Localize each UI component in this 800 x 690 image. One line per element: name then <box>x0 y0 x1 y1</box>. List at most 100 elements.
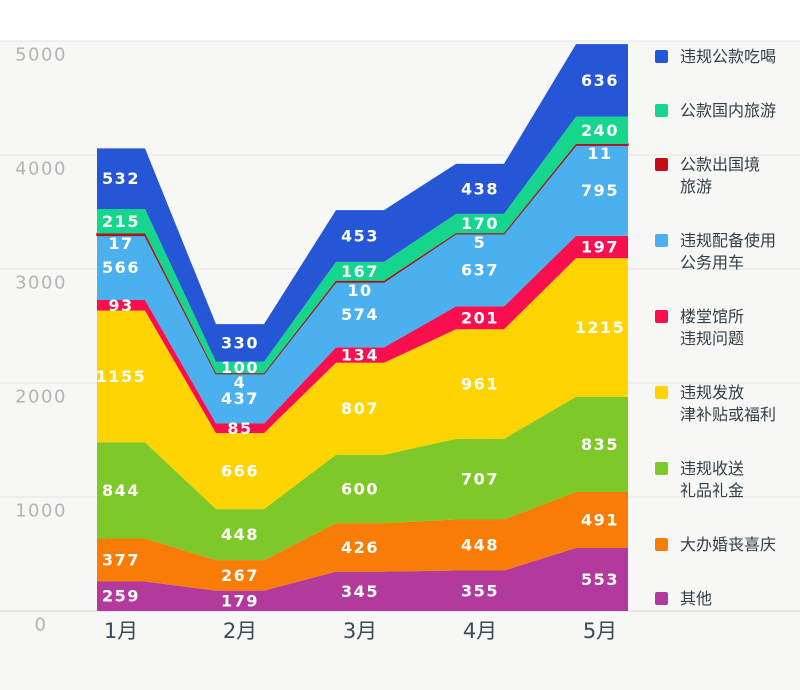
legend-swatch <box>655 462 668 475</box>
value-label: 17 <box>108 234 133 253</box>
value-label: 835 <box>581 435 619 454</box>
value-label: 355 <box>461 581 499 600</box>
value-label: 491 <box>581 510 619 529</box>
legend-label-line: 其他 <box>680 589 713 608</box>
area-band-6 <box>96 143 629 375</box>
value-label: 636 <box>581 71 619 90</box>
legend-label-line: 违规问题 <box>680 329 745 348</box>
legend-item-4: 楼堂馆所 违规问题 <box>655 306 744 350</box>
value-label: 1215 <box>575 318 626 337</box>
legend-label-line: 津补贴或福利 <box>680 405 777 424</box>
legend-item-6: 违规收送 礼品礼金 <box>655 458 744 502</box>
legend-label-line: 公款国内旅游 <box>680 101 777 120</box>
value-label: 134 <box>341 346 379 365</box>
legend-item-3: 违规配备使用 公务用车 <box>655 230 776 274</box>
legend-swatch <box>655 386 668 399</box>
value-label: 795 <box>581 181 619 200</box>
legend-label: 违规配备使用 公务用车 <box>680 230 776 274</box>
legend-swatch <box>655 592 668 605</box>
area-band-2 <box>97 396 628 561</box>
legend-label-line: 礼品礼金 <box>680 481 745 500</box>
value-label: 1155 <box>96 367 147 386</box>
value-label: 345 <box>341 582 379 601</box>
x-tick-label: 5月 <box>583 619 617 643</box>
x-tick-label: 3月 <box>343 619 377 643</box>
value-label: 4 <box>234 373 247 392</box>
value-label: 267 <box>221 566 259 585</box>
legend-label: 违规公款吃喝 <box>680 46 776 68</box>
legend-label-line: 违规发放 <box>680 383 745 402</box>
legend-label-line: 大办婚丧喜庆 <box>680 535 777 554</box>
area-band-0 <box>97 547 628 611</box>
legend-item-1: 公款国内旅游 <box>655 100 776 122</box>
y-tick-label: 5000 <box>15 45 67 66</box>
value-label: 448 <box>461 535 499 554</box>
value-label: 93 <box>108 296 133 315</box>
area-band-4 <box>97 235 628 434</box>
legend-label-line: 公款出国境 <box>680 155 761 174</box>
value-label: 330 <box>221 333 259 352</box>
y-tick-label: 4000 <box>15 159 67 180</box>
value-label: 666 <box>221 462 259 481</box>
value-label: 167 <box>341 262 379 281</box>
value-label: 426 <box>341 538 379 557</box>
legend-label: 公款国内旅游 <box>680 100 776 122</box>
legend-label: 公款出国境 旅游 <box>680 154 760 198</box>
value-label: 574 <box>341 305 379 324</box>
value-label: 85 <box>227 419 252 438</box>
legend-item-0: 违规公款吃喝 <box>655 46 776 68</box>
legend-item-7: 大办婚丧喜庆 <box>655 534 776 556</box>
value-label: 844 <box>102 481 140 500</box>
legend-item-2: 公款出国境 旅游 <box>655 154 760 198</box>
legend-swatch <box>655 104 668 117</box>
legend-label-line: 违规配备使用 <box>680 231 777 250</box>
legend-swatch <box>655 310 668 323</box>
value-label: 215 <box>102 212 140 231</box>
legend-label-line: 旅游 <box>680 177 713 196</box>
legend-label-line: 违规公款吃喝 <box>680 47 777 66</box>
value-label: 10 <box>347 281 372 300</box>
value-label: 553 <box>581 570 619 589</box>
area-band-3 <box>97 258 628 510</box>
value-label: 259 <box>102 587 140 606</box>
value-label: 807 <box>341 399 379 418</box>
x-tick-label: 4月 <box>463 619 497 643</box>
value-label: 637 <box>461 261 499 280</box>
value-label: 100 <box>221 358 259 377</box>
value-label: 437 <box>221 389 259 408</box>
chart-legend: 违规公款吃喝 公款国内旅游 公款出国境旅游违规配备使用 公务用车楼堂馆所违规问题违规发… <box>655 0 800 686</box>
legend-swatch <box>655 50 668 63</box>
value-label: 377 <box>102 550 140 569</box>
value-label: 600 <box>341 479 379 498</box>
area-band-7 <box>97 116 628 374</box>
legend-label-line: 楼堂馆所 <box>680 307 745 326</box>
value-label: 448 <box>221 525 259 544</box>
legend-label-line: 公务用车 <box>680 253 745 272</box>
legend-label-line: 违规收送 <box>680 459 745 478</box>
value-label: 201 <box>461 308 499 327</box>
top-band <box>0 0 800 41</box>
area-band-5 <box>97 145 628 424</box>
legend-swatch <box>655 538 668 551</box>
value-label: 707 <box>461 470 499 489</box>
value-label: 961 <box>461 375 499 394</box>
legend-item-8: 其他 <box>655 588 712 610</box>
y-tick-label: 3000 <box>15 273 67 294</box>
value-label: 11 <box>587 144 612 163</box>
legend-label: 大办婚丧喜庆 <box>680 534 776 556</box>
value-label: 566 <box>102 258 140 277</box>
value-label: 5 <box>474 233 487 252</box>
legend-swatch <box>655 234 668 247</box>
area-band-8 <box>97 44 628 362</box>
x-tick-label: 2月 <box>223 619 257 643</box>
y-tick-label: 1000 <box>15 501 67 522</box>
y-tick-label: 0 <box>35 615 48 636</box>
value-label: 532 <box>102 169 140 188</box>
legend-label: 其他 <box>680 588 712 610</box>
x-tick-label: 1月 <box>104 619 138 643</box>
y-tick-label: 2000 <box>15 387 67 408</box>
legend-item-5: 违规发放津补贴或福利 <box>655 382 776 426</box>
value-label: 453 <box>341 226 379 245</box>
value-label: 240 <box>581 121 619 140</box>
